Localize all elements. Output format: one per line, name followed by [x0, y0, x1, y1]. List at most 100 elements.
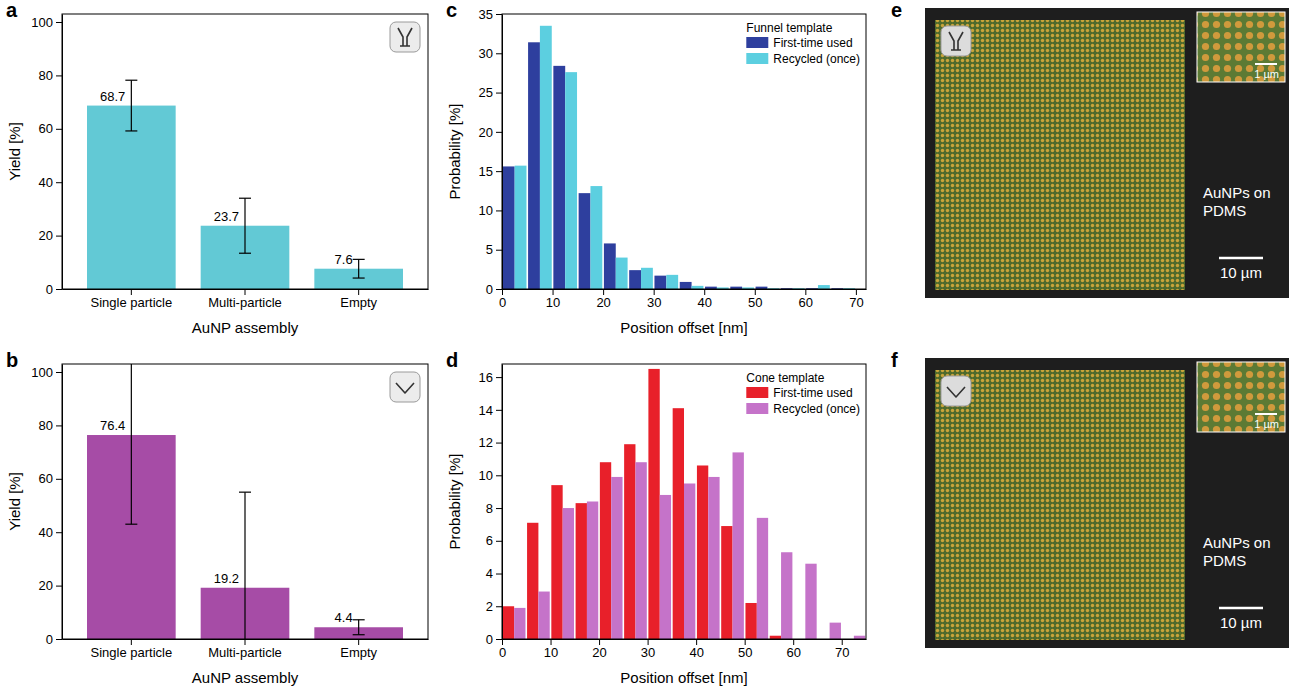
- error-cap: [239, 198, 251, 199]
- tick: 70: [849, 289, 863, 310]
- error-line: [244, 198, 245, 253]
- tick-mark: [131, 639, 132, 645]
- tick: 50: [748, 289, 762, 310]
- series: [514, 452, 865, 639]
- plot-frame: [62, 14, 428, 289]
- tick-mark: [603, 289, 604, 295]
- micrograph: 1 µmAuNPs onPDMS10 µm: [925, 358, 1289, 648]
- legend-title: Cone template: [746, 371, 824, 385]
- tick-mark: [56, 372, 62, 373]
- tick-mark: [502, 639, 503, 645]
- tick-label: 20: [39, 228, 53, 243]
- error-cap: [125, 524, 137, 525]
- tick-label: 8: [486, 501, 493, 516]
- tick: 0: [46, 632, 62, 647]
- error-line: [131, 80, 132, 131]
- bar: [590, 186, 602, 289]
- bar: [757, 518, 768, 639]
- bar: [538, 592, 549, 639]
- bar: [697, 465, 708, 639]
- tick-label: 30: [647, 295, 661, 310]
- tick-label: 2: [486, 599, 493, 614]
- y-axis-title: Probability [%]: [446, 454, 463, 550]
- inset: [1197, 362, 1285, 432]
- bar: [666, 275, 678, 289]
- tick-label: 50: [748, 295, 762, 310]
- tick: 10: [544, 639, 558, 660]
- error-cap: [353, 619, 365, 620]
- template-icon: [941, 376, 971, 406]
- error-cap: [239, 253, 251, 254]
- tick-mark: [648, 639, 649, 645]
- tick-label: 100: [31, 365, 53, 380]
- tick: 20: [39, 578, 62, 593]
- tick: 10: [479, 203, 502, 218]
- tick-label: Empty: [340, 645, 377, 660]
- tick-mark: [56, 479, 62, 480]
- tick-label: 30: [641, 645, 655, 660]
- tick-mark: [496, 14, 502, 15]
- tick: 30: [641, 639, 655, 660]
- bar: [528, 42, 540, 289]
- tick: 20: [39, 228, 62, 243]
- tick: 0: [499, 639, 506, 660]
- legend-entry: First-time used: [746, 36, 852, 50]
- bar: [503, 606, 514, 639]
- tick: 0: [486, 282, 502, 297]
- bar: [565, 72, 577, 289]
- bar: [616, 258, 628, 289]
- tick-mark: [245, 289, 246, 295]
- legend-swatch: [746, 387, 768, 398]
- tick-mark: [496, 508, 502, 509]
- bar: [745, 603, 756, 639]
- tick: 70: [835, 639, 849, 660]
- x-axis-title: AuNP assembly: [192, 669, 299, 686]
- tick-label: 5: [486, 242, 493, 257]
- legend-swatch: [746, 403, 768, 414]
- tick-mark: [496, 574, 502, 575]
- bar: [611, 477, 622, 639]
- scale-bar: [1219, 607, 1263, 610]
- plot-frame: [502, 364, 866, 639]
- tick-label: 0: [486, 282, 493, 297]
- plot: Single particleMulti-particleEmpty020406…: [6, 14, 429, 336]
- tick-mark: [56, 425, 62, 426]
- tick-label: 60: [39, 471, 53, 486]
- panel: Single particleMulti-particleEmpty020406…: [6, 0, 429, 336]
- legend-entry: First-time used: [746, 386, 852, 400]
- tick: 50: [738, 639, 752, 660]
- tick-label: 10: [546, 295, 560, 310]
- tick: 20: [592, 639, 606, 660]
- tick-label: Single particle: [91, 645, 173, 660]
- tick-label: 15: [479, 164, 493, 179]
- plot: 0102030405060700246810121416Position off…: [446, 364, 867, 686]
- tick-mark: [496, 250, 502, 251]
- tick: 4: [486, 566, 502, 581]
- plot: Single particleMulti-particleEmpty020406…: [6, 346, 429, 686]
- bar: [781, 552, 792, 639]
- template-icon: [390, 22, 420, 52]
- legend: Funnel templateFirst-time usedRecycled (…: [746, 21, 860, 66]
- legend-label: First-time used: [773, 386, 852, 400]
- annotation: AuNPs onPDMS: [1203, 534, 1271, 569]
- bar: [673, 408, 684, 639]
- tick-mark: [654, 289, 655, 295]
- tick-label: 60: [39, 121, 53, 136]
- tick-label: 60: [786, 645, 800, 660]
- y-axis: 020406080100: [31, 365, 62, 647]
- tick-label: 6: [486, 533, 493, 548]
- inset-scale-bar: [1255, 63, 1277, 65]
- error-cap: [353, 634, 365, 635]
- error-bar: [125, 364, 137, 524]
- tick-mark: [496, 132, 502, 133]
- legend-swatch: [746, 37, 768, 48]
- tick: 35: [479, 7, 502, 22]
- tick: Empty: [340, 639, 377, 660]
- tick-mark: [496, 606, 502, 607]
- plot: 01020304050607005101520253035Position of…: [446, 7, 867, 336]
- tick-mark: [56, 75, 62, 76]
- bar: [527, 523, 538, 639]
- panel-letter: e: [891, 0, 902, 21]
- bar: [805, 564, 816, 639]
- template-icon: [390, 372, 420, 402]
